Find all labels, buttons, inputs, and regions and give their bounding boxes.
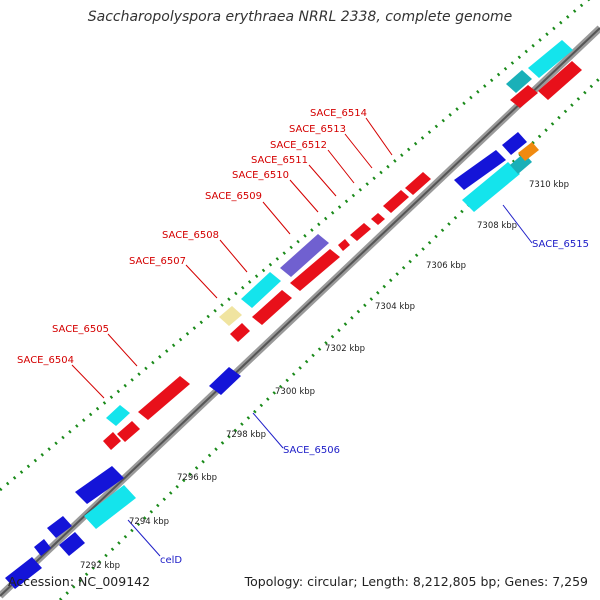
gene-orange[interactable] <box>518 142 539 161</box>
gene-red[interactable] <box>103 432 121 450</box>
gene-red[interactable] <box>230 323 250 342</box>
gene-cyan[interactable] <box>241 272 281 308</box>
bottom-label-leaders <box>127 204 533 557</box>
gene-label-sace-6504[interactable]: SACE_6504 <box>17 355 74 366</box>
gene-blue[interactable] <box>34 539 51 556</box>
tick-label: 7308 kbp <box>477 221 517 231</box>
top-strand-genes <box>103 40 582 450</box>
top-label-leaders <box>71 117 393 399</box>
gene-label-sace-6513[interactable]: SACE_6513 <box>289 124 346 135</box>
gene-label-sace-6506[interactable]: SACE_6506 <box>283 445 340 456</box>
gene-blue[interactable] <box>502 132 527 155</box>
genome-backbone-core <box>0 27 600 597</box>
gene-blue[interactable] <box>47 516 72 538</box>
gene-label-sace-6507[interactable]: SACE_6507 <box>129 256 186 267</box>
gene-red[interactable] <box>538 61 582 100</box>
tick-label: 7292 kbp <box>80 561 120 571</box>
gene-blue[interactable] <box>209 367 241 395</box>
gene-red[interactable] <box>290 249 340 291</box>
gene-red[interactable] <box>252 290 292 325</box>
map-title: Saccharopolyspora erythraea NRRL 2338, c… <box>87 9 513 25</box>
gene-cyan[interactable] <box>84 485 136 529</box>
gene-cyan[interactable] <box>462 162 520 212</box>
gc-track-outer <box>0 0 591 492</box>
gene-red[interactable] <box>117 421 140 442</box>
gene-label-sace-6508[interactable]: SACE_6508 <box>162 230 219 241</box>
gene-blue[interactable] <box>75 466 124 504</box>
accession-text: Accession: NC_009142 <box>8 574 151 589</box>
gene-purple[interactable] <box>280 234 329 277</box>
bottom-strand-genes <box>5 132 539 589</box>
tick-label: 7300 kbp <box>275 387 315 397</box>
gene-red[interactable] <box>405 172 431 195</box>
gene-label-sace-6510[interactable]: SACE_6510 <box>232 170 289 181</box>
gene-teal[interactable] <box>506 70 532 93</box>
tick-label: 7302 kbp <box>325 344 365 354</box>
gene-yellow[interactable] <box>219 306 242 326</box>
gene-cyan[interactable] <box>528 40 573 78</box>
tick-label: 7294 kbp <box>129 517 169 527</box>
tick-label: 7310 kbp <box>529 180 569 190</box>
gene-red[interactable] <box>383 190 409 213</box>
tick-label: 7304 kbp <box>375 302 415 312</box>
gene-blue[interactable] <box>454 150 506 190</box>
tick-label: 7296 kbp <box>177 473 217 483</box>
gene-label-sace-6505[interactable]: SACE_6505 <box>52 324 109 335</box>
gene-red[interactable] <box>338 239 350 251</box>
gene-label-sace-6509[interactable]: SACE_6509 <box>205 191 262 202</box>
gene-blue[interactable] <box>59 532 85 556</box>
topology-text: Topology: circular; Length: 8,212,805 bp… <box>244 574 588 589</box>
tick-label: 7306 kbp <box>426 261 466 271</box>
gene-red[interactable] <box>510 85 538 108</box>
gene-label-sace-6515[interactable]: SACE_6515 <box>532 239 589 250</box>
tick-label: 7298 kbp <box>226 430 266 440</box>
gene-label-sace-6511[interactable]: SACE_6511 <box>251 155 308 166</box>
gene-blue[interactable] <box>5 557 42 589</box>
gene-cyan[interactable] <box>106 405 130 426</box>
gene-label-sace-6512[interactable]: SACE_6512 <box>270 140 327 151</box>
gene-red[interactable] <box>138 376 190 420</box>
gene-label-celd[interactable]: celD <box>160 555 182 566</box>
gene-label-sace-6514[interactable]: SACE_6514 <box>310 108 367 119</box>
gene-red[interactable] <box>371 213 385 225</box>
gene-red[interactable] <box>350 223 371 241</box>
